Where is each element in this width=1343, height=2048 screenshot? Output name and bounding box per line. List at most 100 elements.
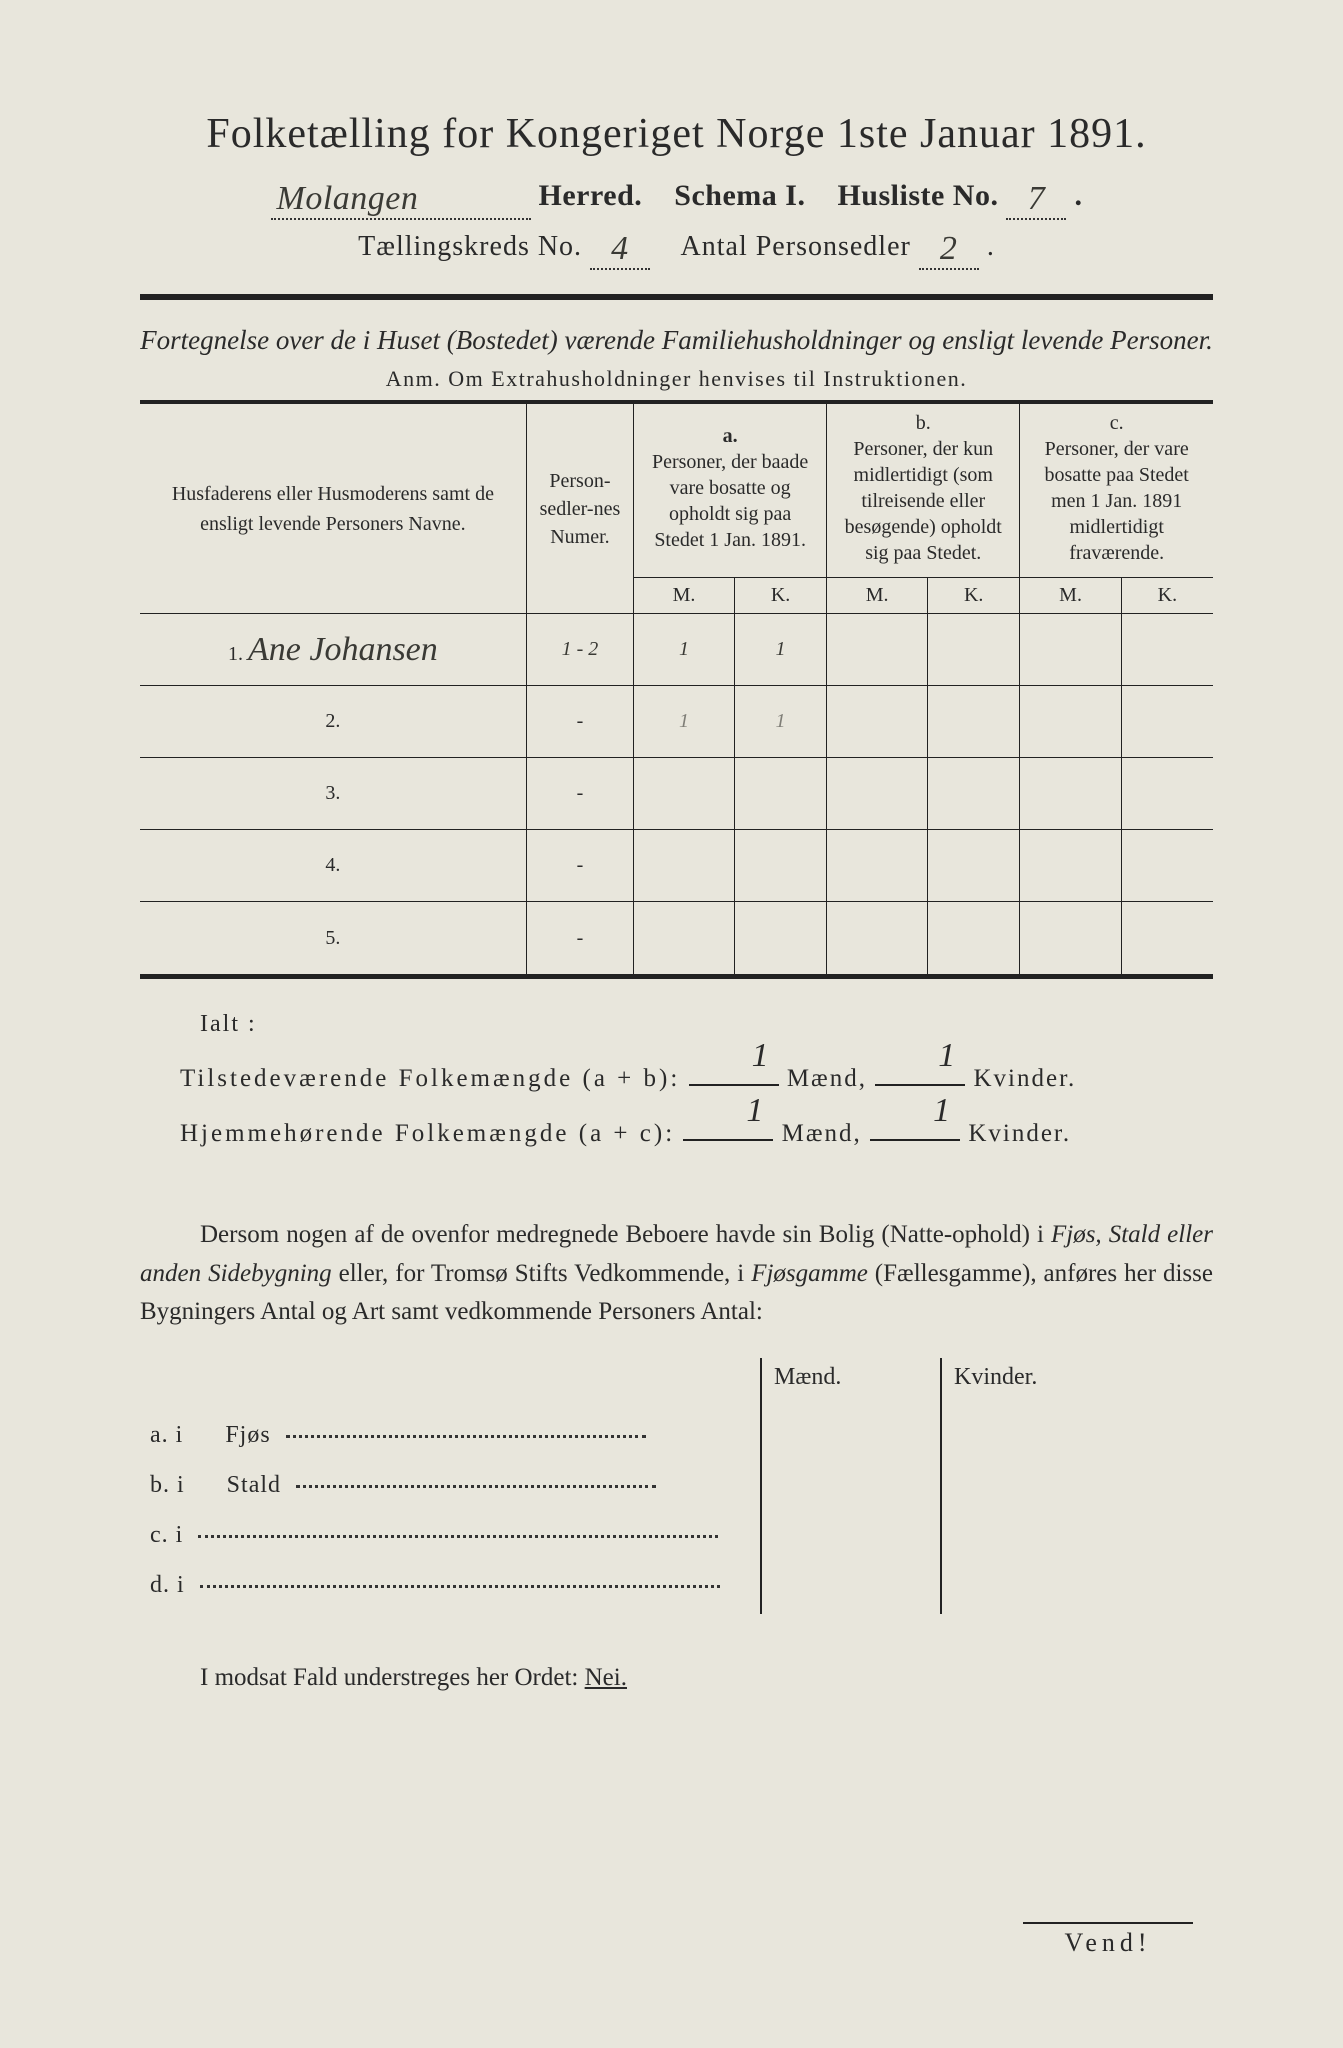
sum2-label: Hjemmehørende Folkemængde (a + c): bbox=[180, 1120, 675, 1147]
row-5-cK bbox=[1121, 902, 1213, 974]
dots-icon bbox=[190, 1522, 718, 1548]
side-c-k bbox=[940, 1514, 1120, 1564]
sum2-m-val: 1 bbox=[746, 1080, 765, 1141]
side-d-prefix: d. i bbox=[150, 1572, 185, 1598]
row-3-num: - bbox=[526, 758, 633, 830]
col-name-text: Husfaderens eller Husmoderens samt de en… bbox=[172, 483, 494, 535]
side-a-label: Fjøs bbox=[225, 1422, 270, 1448]
row-4-aK bbox=[734, 830, 826, 902]
husliste-label: Husliste No. bbox=[837, 179, 998, 212]
side-b-m bbox=[760, 1464, 940, 1514]
side-c-prefix: c. i bbox=[150, 1522, 183, 1548]
dots-icon bbox=[192, 1572, 720, 1598]
personsedler-label: Antal Personsedler bbox=[681, 231, 911, 262]
modsat-text: I modsat Fald understreges her Ordet: bbox=[200, 1664, 585, 1691]
modsat-line: I modsat Fald understreges her Ordet: Ne… bbox=[140, 1664, 1213, 1692]
row-5-aM bbox=[634, 902, 735, 974]
dots-icon bbox=[288, 1472, 656, 1498]
row-5-aK bbox=[734, 902, 826, 974]
divider-thick bbox=[140, 294, 1213, 300]
sum2-maend: Mænd, bbox=[782, 1120, 862, 1147]
sum1-kvinder: Kvinder. bbox=[973, 1065, 1076, 1092]
herred-name-handwritten: Molangen bbox=[271, 180, 531, 220]
row-1-bK bbox=[928, 614, 1020, 686]
page-title: Folketælling for Kongeriget Norge 1ste J… bbox=[140, 110, 1213, 158]
row-1-aM: 1 bbox=[634, 614, 735, 686]
row-1-num: 1 - 2 bbox=[526, 614, 633, 686]
header-line-2: Tællingskreds No. 4 Antal Personsedler 2… bbox=[140, 226, 1213, 266]
sum1-m-val: 1 bbox=[752, 1025, 771, 1086]
side-b-k bbox=[940, 1464, 1120, 1514]
col-num-header: Person-sedler-nes Numer. bbox=[526, 403, 633, 614]
nei-word: Nei. bbox=[585, 1664, 627, 1691]
table-body: 1. Ane Johansen 1 - 2 1 1 2. - 1 1 bbox=[140, 614, 1213, 974]
side-a-prefix: a. i bbox=[150, 1422, 183, 1448]
row-2-aK: 1 bbox=[734, 686, 826, 758]
col-name-header: Husfaderens eller Husmoderens samt de en… bbox=[140, 403, 526, 614]
col-b-text: Personer, der kun midlertidigt (som tilr… bbox=[835, 436, 1011, 566]
subtitle: Fortegnelse over de i Huset (Bostedet) v… bbox=[140, 322, 1213, 360]
col-a-text: Personer, der baade vare bosatte og opho… bbox=[642, 449, 818, 553]
row-4-cM bbox=[1020, 830, 1121, 902]
sum1-maend: Mænd, bbox=[787, 1065, 867, 1092]
row-1: 1. Ane Johansen bbox=[140, 614, 526, 686]
row-3-bM bbox=[827, 758, 928, 830]
sum2-m-field: 1 bbox=[683, 1139, 773, 1141]
side-buildings-table: Mænd. Kvinder. a. i Fjøs b. i Stald c. i… bbox=[140, 1358, 1213, 1614]
row-2-num: - bbox=[526, 686, 633, 758]
side-row-c: c. i bbox=[140, 1514, 760, 1564]
sum-line-2: Hjemmehørende Folkemængde (a + c): 1 Mæn… bbox=[180, 1111, 1213, 1156]
col-a: a. Personer, der baade vare bosatte og o… bbox=[634, 403, 827, 572]
row-5-bM bbox=[827, 902, 928, 974]
herred-label: Herred. bbox=[539, 179, 643, 212]
census-form-page: Folketælling for Kongeriget Norge 1ste J… bbox=[0, 0, 1343, 2048]
row-2-bM bbox=[827, 686, 928, 758]
col-b-label: b. bbox=[835, 410, 1011, 436]
para-p1: Dersom nogen af de ovenfor medregnede Be… bbox=[200, 1221, 1051, 1248]
row-1-cM bbox=[1020, 614, 1121, 686]
side-b-label: Stald bbox=[227, 1472, 281, 1498]
table-row: 4. - bbox=[140, 830, 1213, 902]
side-a-k bbox=[940, 1414, 1120, 1464]
row-2: 2. bbox=[140, 686, 526, 758]
col-b: b. Personer, der kun midlertidigt (som t… bbox=[827, 403, 1020, 572]
col-b-k: K. bbox=[928, 578, 1020, 614]
col-c-m: M. bbox=[1020, 578, 1121, 614]
sum2-kvinder: Kvinder. bbox=[968, 1120, 1071, 1147]
table-row: 5. - bbox=[140, 902, 1213, 974]
husliste-no: 7 bbox=[1006, 180, 1066, 220]
sum2-k-field: 1 bbox=[870, 1139, 960, 1141]
side-row-a: a. i Fjøs bbox=[140, 1414, 760, 1464]
side-c-m bbox=[760, 1514, 940, 1564]
vend-label: Vend! bbox=[1023, 1922, 1193, 1958]
side-d-m bbox=[760, 1564, 940, 1614]
side-a-m bbox=[760, 1414, 940, 1464]
row-5: 5. bbox=[140, 902, 526, 974]
household-table: Husfaderens eller Husmoderens samt de en… bbox=[140, 403, 1213, 974]
col-c-k: K. bbox=[1121, 578, 1213, 614]
row-5-bK bbox=[928, 902, 1020, 974]
row-3-cM bbox=[1020, 758, 1121, 830]
table-row: 3. - bbox=[140, 758, 1213, 830]
side-k-header: Kvinder. bbox=[940, 1358, 1120, 1414]
row-1-bM bbox=[827, 614, 928, 686]
table-row: 2. - 1 1 bbox=[140, 686, 1213, 758]
side-m-header: Mænd. bbox=[760, 1358, 940, 1414]
row-3-bK bbox=[928, 758, 1020, 830]
row-3-cK bbox=[1121, 758, 1213, 830]
col-a-k: K. bbox=[734, 578, 826, 614]
header-line-1: Molangen Herred. Schema I. Husliste No. … bbox=[140, 176, 1213, 216]
side-row-d: d. i bbox=[140, 1564, 760, 1614]
row-2-aM: 1 bbox=[634, 686, 735, 758]
row-3-aK bbox=[734, 758, 826, 830]
sum2-k-val: 1 bbox=[933, 1080, 952, 1141]
row-1-cK bbox=[1121, 614, 1213, 686]
para-p4: Fjøsgamme bbox=[751, 1260, 868, 1287]
col-b-m: M. bbox=[827, 578, 928, 614]
row-4-num: - bbox=[526, 830, 633, 902]
row-num: 1. bbox=[228, 643, 243, 665]
row-2-bK bbox=[928, 686, 1020, 758]
side-blank-hdr bbox=[140, 1358, 760, 1414]
sum1-k-val: 1 bbox=[938, 1025, 957, 1086]
kreds-label: Tællingskreds No. bbox=[358, 231, 582, 262]
